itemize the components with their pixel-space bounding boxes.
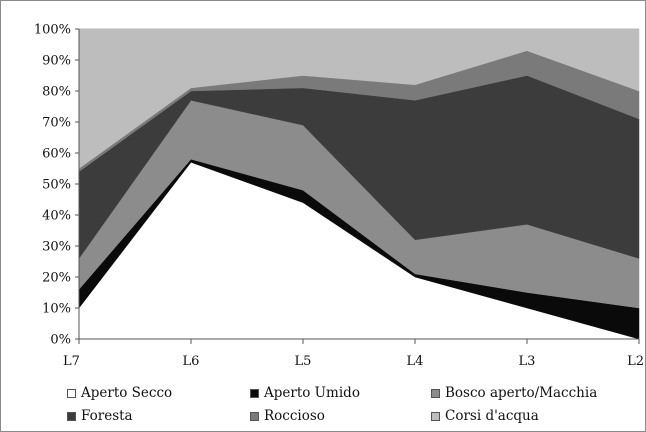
y-tick-label: 0%	[50, 333, 71, 348]
x-tick-label: L4	[407, 354, 424, 369]
area-series-6	[78, 28, 640, 169]
legend-item: Aperto Umido	[250, 383, 360, 403]
x-tick-label: L3	[519, 354, 536, 369]
y-tick-label: 60%	[42, 147, 71, 162]
y-tick-label: 70%	[42, 116, 71, 131]
legend-label: Corsi d'acqua	[445, 408, 539, 424]
legend-swatch	[250, 388, 259, 398]
y-tick-labels: 0% 10% 20% 30% 40% 50% 60% 70% 80% 90% 100%	[34, 23, 71, 348]
legend-swatch	[250, 411, 259, 421]
legend-item: Corsi d'acqua	[431, 406, 539, 426]
y-tick-label: 30%	[42, 240, 71, 255]
x-tick-label: L5	[295, 354, 312, 369]
legend-item: Roccioso	[250, 406, 325, 426]
legend-label: Aperto Umido	[264, 385, 360, 401]
legend-swatch	[431, 388, 440, 398]
area-series-1	[79, 162, 639, 339]
legend-label: Bosco aperto/Macchia	[445, 385, 598, 401]
y-tick-label: 50%	[42, 178, 71, 193]
x-tick-label: L6	[183, 354, 200, 369]
legend-label: Aperto Secco	[81, 385, 173, 401]
y-tick-label: 40%	[42, 209, 71, 224]
legend-label: Foresta	[81, 408, 133, 424]
axes	[75, 28, 640, 344]
legend-swatch	[67, 388, 76, 398]
legend-swatch	[431, 411, 440, 421]
legend-item: Aperto Secco	[67, 383, 172, 403]
legend-swatch	[67, 411, 76, 421]
legend-item: Foresta	[67, 406, 133, 426]
legend: Aperto Secco Aperto Umido Bosco aperto/Mac…	[67, 383, 646, 429]
y-tick-label: 20%	[42, 271, 71, 286]
chart-plot: 0% 10% 20% 30% 40% 50% 60% 70% 80% 90% 100% L7 L6 L5…	[34, 23, 644, 370]
x-tick-label: L2	[627, 354, 644, 369]
y-tick-label: 100%	[34, 23, 71, 38]
y-tick-label: 80%	[42, 85, 71, 100]
y-tick-label: 90%	[42, 54, 71, 69]
legend-item: Bosco aperto/Macchia	[431, 383, 597, 403]
x-tick-labels: L7 L6 L5 L4 L3 L2	[63, 354, 644, 369]
x-tick-label: L7	[63, 354, 80, 369]
y-tick-label: 10%	[42, 302, 71, 317]
area-series-group	[78, 28, 640, 340]
legend-label: Roccioso	[264, 408, 325, 424]
